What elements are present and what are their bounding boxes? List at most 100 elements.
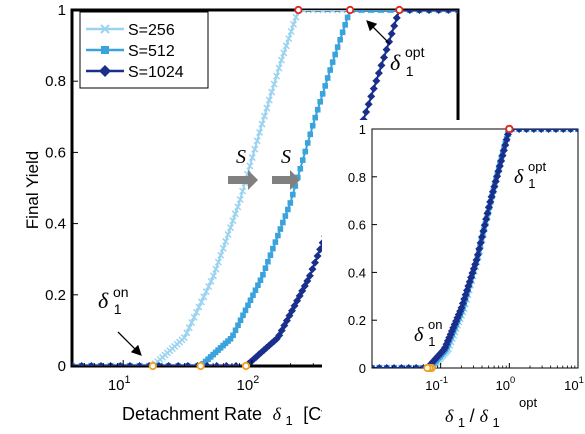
- series-marker-2: [382, 45, 391, 54]
- series-marker-2: [390, 364, 399, 368]
- series-marker-1: [287, 200, 294, 206]
- series-marker-1: [322, 83, 328, 89]
- series-marker-1: [265, 258, 271, 265]
- y-tick-label: 0.8: [45, 73, 66, 90]
- series-marker-1: [242, 307, 249, 314]
- onset-point: [196, 361, 205, 371]
- series-marker-1: [277, 226, 284, 232]
- series-marker-1: [227, 335, 234, 342]
- series-marker-1: [302, 148, 309, 155]
- series-marker-1: [297, 165, 304, 172]
- series-marker-2: [308, 265, 317, 274]
- series-marker-0: [207, 277, 215, 285]
- series-marker-0: [319, 10, 327, 14]
- y-tick-label: 0.4: [348, 265, 366, 280]
- series-marker-2: [475, 244, 484, 253]
- y-axis-label: Final Yield: [23, 151, 42, 229]
- series-marker-0: [180, 334, 188, 342]
- series-marker-0: [273, 72, 281, 80]
- series-marker-1: [250, 292, 256, 299]
- y-tick-label: 0: [58, 358, 66, 375]
- series-marker-0: [251, 145, 259, 153]
- optimum-point: [395, 5, 404, 15]
- series-marker-2: [174, 362, 183, 366]
- series-marker-0: [287, 27, 295, 36]
- on-label-sup: on: [113, 284, 129, 300]
- shift-label-1: S: [236, 146, 246, 168]
- series-marker-0: [222, 237, 230, 245]
- series-marker-1: [317, 98, 324, 105]
- x-axis-label: Detachment Rate δ 1 [Cν]: [122, 404, 335, 429]
- inset-opt-annotation: δ 1 opt: [514, 159, 546, 191]
- series-marker-1: [319, 91, 326, 97]
- series-marker-2: [480, 221, 489, 230]
- series-marker-2: [385, 37, 394, 46]
- series-marker-2: [154, 362, 163, 366]
- series-marker-1: [329, 59, 336, 65]
- legend-marker-diamond: [99, 65, 111, 77]
- series-marker-0: [329, 10, 337, 14]
- series-marker-1: [337, 36, 343, 43]
- series-marker-1: [378, 10, 384, 13]
- series-marker-0: [265, 96, 273, 104]
- onset-point: [423, 363, 432, 373]
- series-marker-0: [275, 64, 283, 72]
- series-marker-0: [277, 56, 285, 64]
- series-marker-2: [444, 10, 453, 14]
- series-marker-0: [234, 203, 242, 211]
- series-marker-1: [334, 44, 341, 50]
- series-marker-0: [229, 217, 237, 225]
- series-marker-1: [237, 317, 244, 324]
- series-marker-2: [574, 129, 578, 133]
- inset-on-label: δ 1: [414, 324, 436, 349]
- legend-label-s256: S=256: [128, 22, 175, 39]
- series-marker-2: [367, 92, 376, 101]
- onset-point: [148, 361, 157, 371]
- series-marker-2: [387, 29, 396, 38]
- series-marker-1: [344, 14, 351, 21]
- series-marker-2: [125, 362, 134, 366]
- series-marker-2: [222, 362, 231, 366]
- series-marker-2: [369, 84, 378, 93]
- series-marker-0: [292, 13, 300, 21]
- series-marker-1: [270, 245, 276, 252]
- series-marker-2: [212, 362, 221, 366]
- inset-on-annotation: δ 1 on: [414, 317, 442, 349]
- series-marker-1: [312, 114, 319, 121]
- series-marker-0: [200, 293, 208, 301]
- series-marker-1: [260, 271, 266, 278]
- legend-label-s1024: S=1024: [128, 64, 184, 81]
- series-marker-0: [183, 329, 191, 337]
- series-marker-1: [282, 213, 289, 219]
- series-marker-0: [231, 210, 239, 218]
- series-marker-0: [280, 49, 288, 57]
- series-marker-1: [299, 157, 306, 163]
- series-marker-1: [280, 219, 286, 226]
- series-marker-2: [116, 362, 125, 366]
- y-tick-label: 1: [359, 122, 366, 137]
- series-marker-0: [260, 112, 268, 120]
- series-marker-2: [183, 362, 192, 366]
- series-marker-2: [392, 13, 401, 22]
- series-marker-2: [478, 232, 487, 241]
- series-marker-1: [332, 51, 338, 58]
- optimum-point: [505, 124, 514, 134]
- opt-label: δ 1: [390, 50, 414, 79]
- on-annotation: δ 1 on: [98, 284, 142, 356]
- series-marker-0: [285, 35, 293, 43]
- series-marker-0: [214, 258, 222, 266]
- series-marker-2: [390, 21, 399, 30]
- series-marker-2: [164, 362, 173, 366]
- series-marker-0: [219, 244, 227, 252]
- series-marker-2: [529, 129, 538, 133]
- series-marker-1: [292, 183, 299, 189]
- series-marker-0: [185, 324, 193, 332]
- inset-x-axis-label-sup: opt: [519, 395, 537, 410]
- opt-annotation: δ 1 opt: [366, 20, 425, 79]
- series-marker-1: [247, 297, 254, 304]
- series-marker-0: [190, 313, 198, 321]
- series-marker-2: [135, 362, 144, 366]
- series-marker-0: [205, 282, 213, 291]
- series-marker-1: [304, 140, 311, 146]
- series-marker-1: [252, 287, 259, 294]
